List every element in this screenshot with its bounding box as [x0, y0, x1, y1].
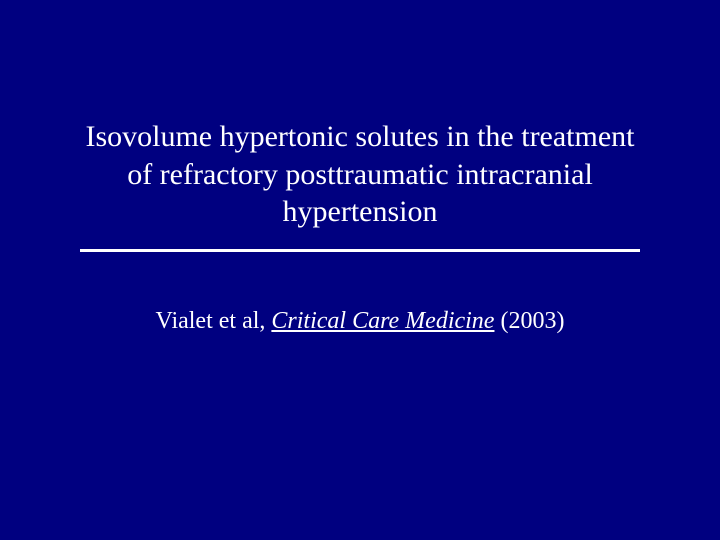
citation: Vialet et al, Critical Care Medicine (20… — [156, 308, 565, 335]
slide: Isovolume hypertonic solutes in the trea… — [0, 0, 720, 540]
citation-journal: Critical Care Medicine — [271, 308, 494, 334]
title-divider — [80, 249, 640, 252]
citation-year: (2003) — [494, 308, 564, 334]
slide-title: Isovolume hypertonic solutes in the trea… — [70, 118, 650, 231]
citation-authors: Vialet et al, — [156, 308, 272, 334]
